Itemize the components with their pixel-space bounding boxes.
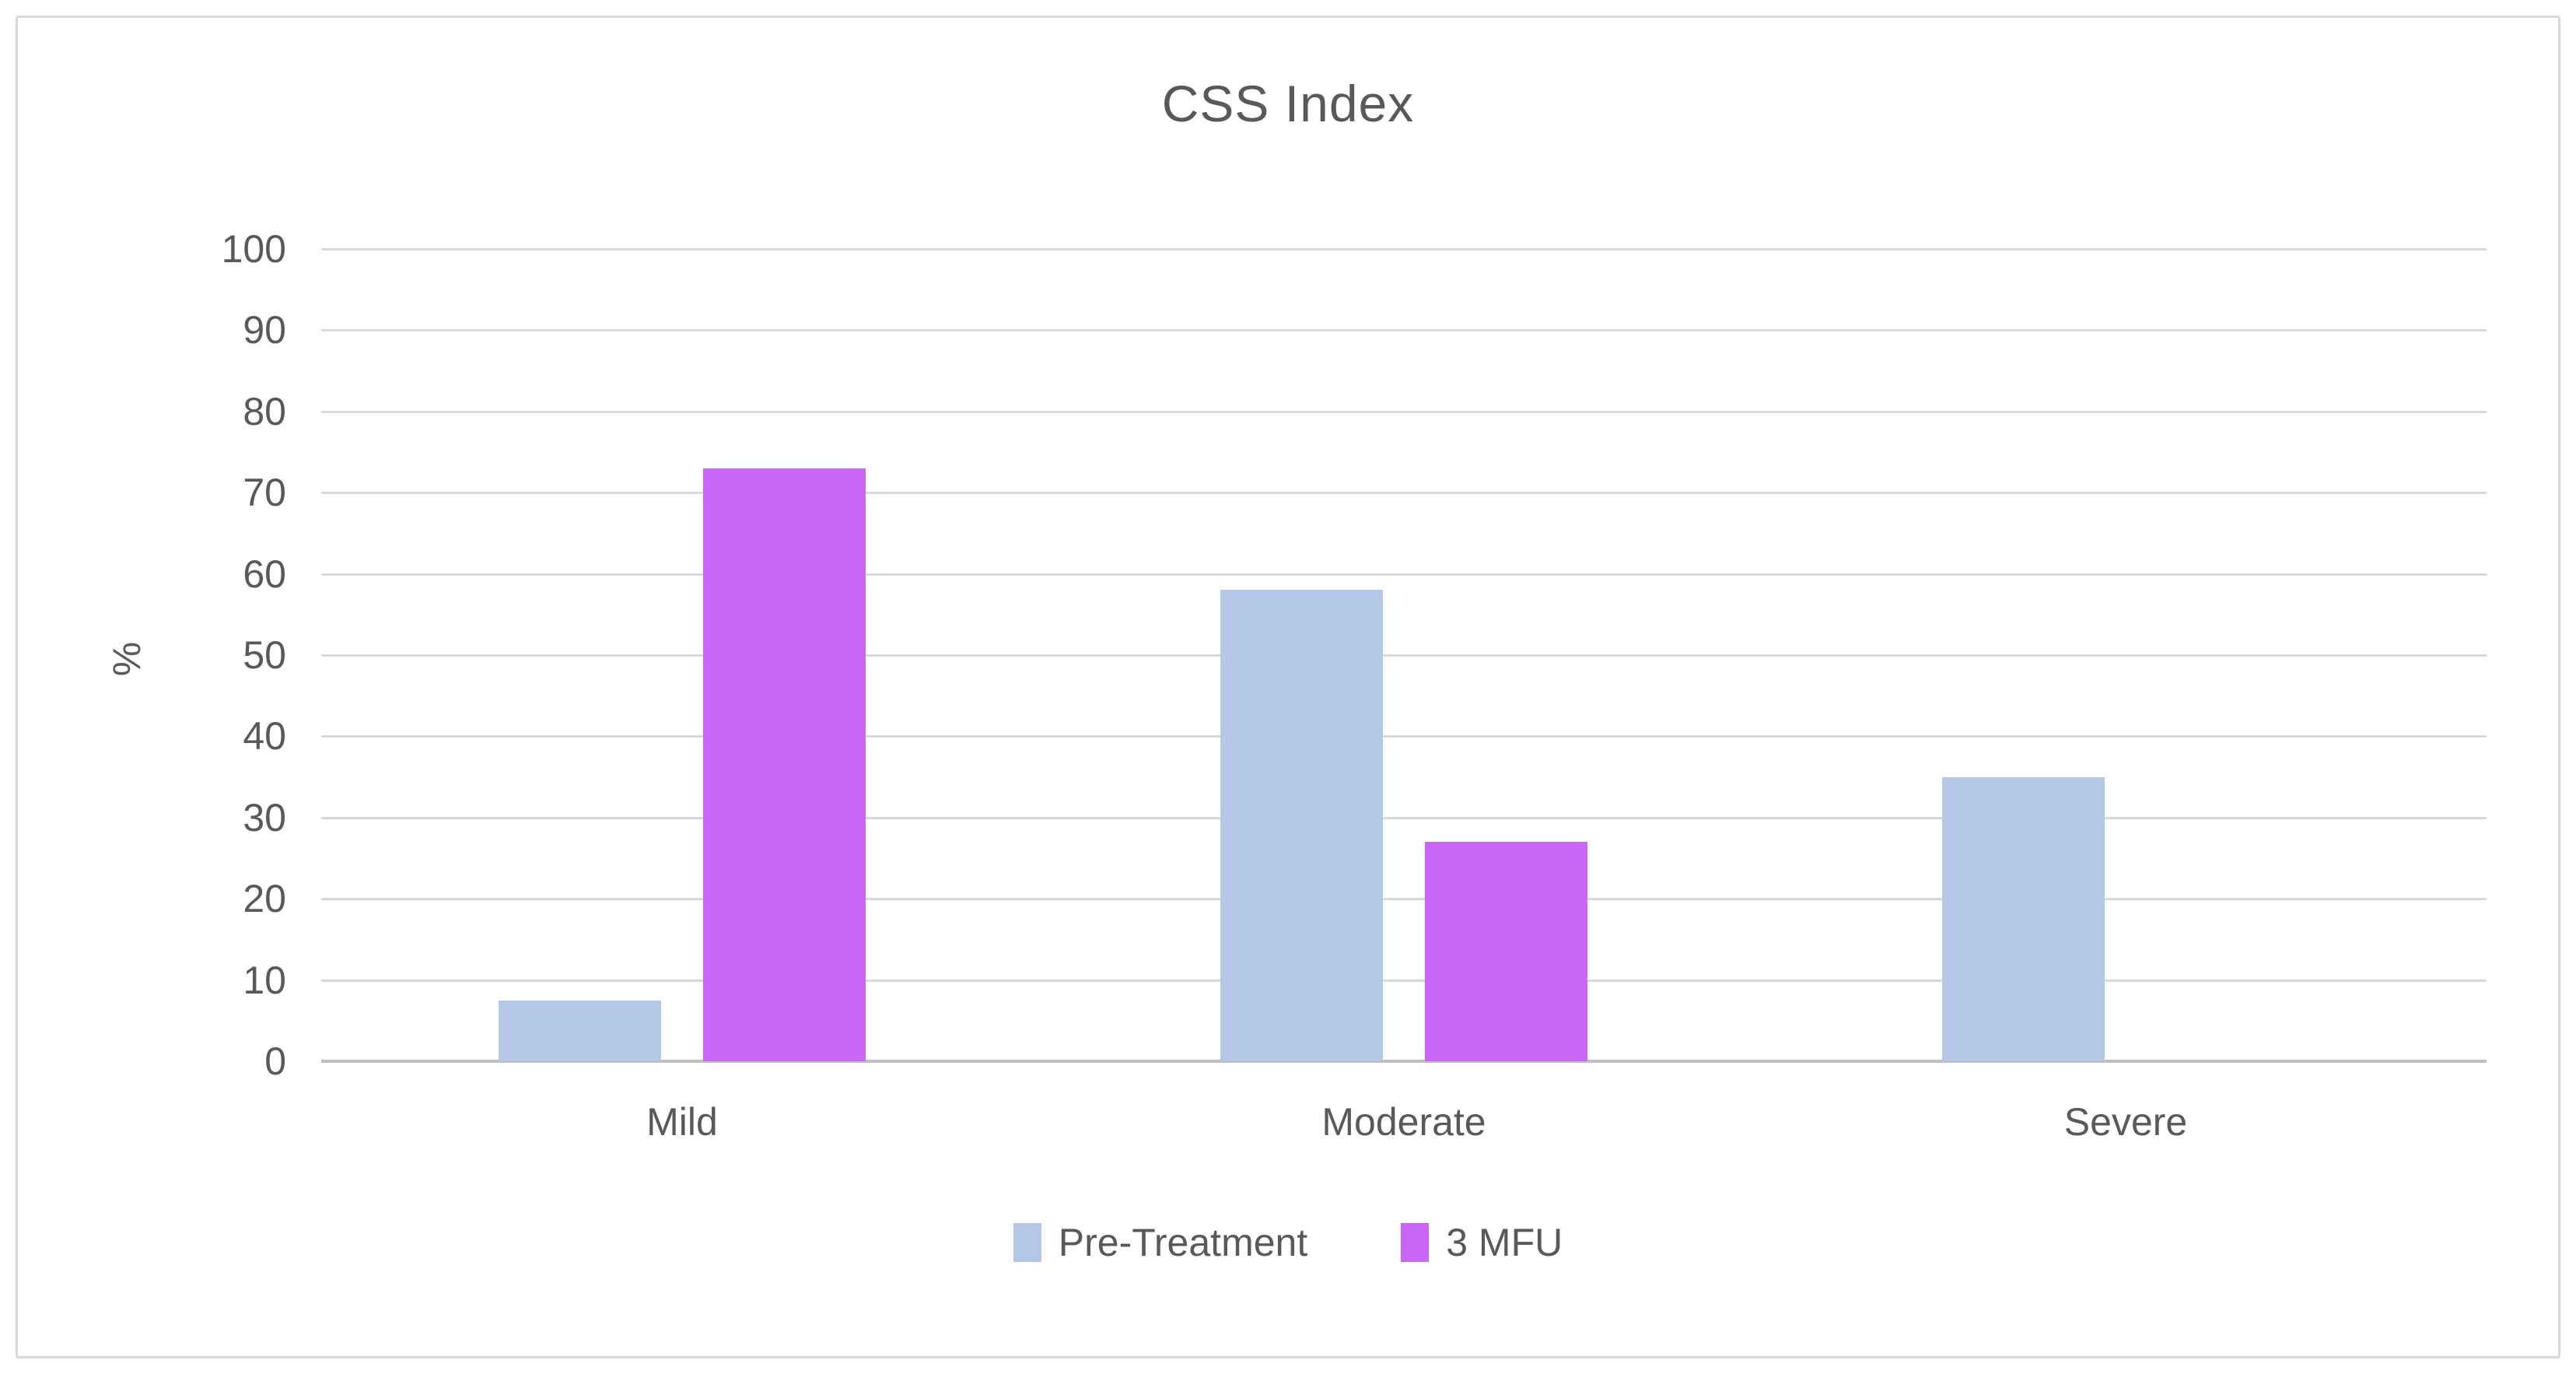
legend: Pre-Treatment 3 MFU [18,1220,2558,1265]
chart-figure: CSS Index % 0 10 20 30 40 50 60 70 80 90 100 Mild M… [16,16,2560,1358]
y-tick-label-100: 100 [221,227,286,271]
y-tick-label-70: 70 [243,471,286,515]
gridline-30 [321,816,2487,819]
y-tick-label-80: 80 [243,389,286,433]
y-tick-label-40: 40 [243,714,286,759]
bar-pre-treatment-moderate [1220,590,1383,1061]
gridline-90 [321,329,2487,332]
y-tick-label-30: 30 [243,795,286,839]
bar-pre-treatment-severe [1942,776,2105,1061]
category-label-moderate: Moderate [1321,1100,1486,1144]
legend-swatch-icon [1013,1223,1041,1262]
x-axis-line [321,1060,2487,1063]
category-label-mild: Mild [646,1100,718,1144]
legend-swatch-icon [1401,1223,1430,1262]
y-tick-label-0: 0 [264,1039,286,1083]
y-tick-label-10: 10 [243,958,286,1002]
gridline-50 [321,654,2487,657]
y-tick-label-50: 50 [243,633,286,677]
gridline-70 [321,492,2487,495]
legend-label: 3 MFU [1446,1221,1563,1264]
legend-item-3-mfu: 3 MFU [1401,1220,1563,1265]
plot-area [321,248,2487,1063]
gridline-100 [321,248,2487,251]
y-tick-label-90: 90 [243,308,286,352]
bar-3-mfu-moderate [1425,842,1587,1061]
chart-title: CSS Index [1161,75,1415,132]
legend-item-pre-treatment: Pre-Treatment [1013,1220,1307,1265]
gridline-10 [321,979,2487,982]
y-axis-title: % [105,641,149,677]
bar-pre-treatment-mild [499,1000,661,1061]
gridline-80 [321,410,2487,413]
gridline-20 [321,898,2487,901]
y-tick-label-20: 20 [243,877,286,921]
gridline-40 [321,735,2487,738]
y-tick-label-60: 60 [243,552,286,596]
category-label-severe: Severe [2063,1100,2188,1144]
gridline-60 [321,573,2487,576]
legend-label: Pre-Treatment [1058,1221,1308,1264]
bar-3-mfu-mild [703,468,866,1061]
